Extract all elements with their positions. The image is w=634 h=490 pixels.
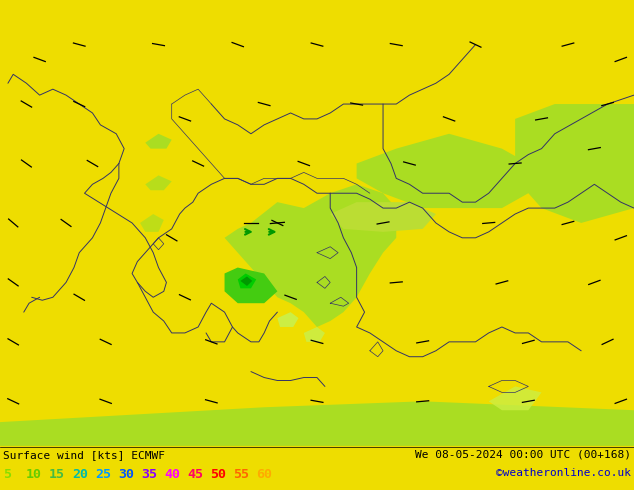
Polygon shape bbox=[0, 401, 634, 446]
Text: 20: 20 bbox=[72, 468, 88, 481]
Text: 5: 5 bbox=[3, 468, 11, 481]
Polygon shape bbox=[515, 104, 634, 223]
Text: 15: 15 bbox=[49, 468, 65, 481]
Polygon shape bbox=[278, 312, 299, 327]
Text: 45: 45 bbox=[187, 468, 203, 481]
Polygon shape bbox=[145, 175, 172, 190]
Polygon shape bbox=[330, 202, 436, 232]
Text: 50: 50 bbox=[210, 468, 226, 481]
Text: 40: 40 bbox=[164, 468, 180, 481]
Text: 10: 10 bbox=[26, 468, 42, 481]
Text: 60: 60 bbox=[256, 468, 272, 481]
Text: We 08-05-2024 00:00 UTC (00+168): We 08-05-2024 00:00 UTC (00+168) bbox=[415, 450, 631, 460]
Text: 25: 25 bbox=[95, 468, 111, 481]
Polygon shape bbox=[224, 184, 396, 327]
Polygon shape bbox=[224, 268, 278, 303]
Text: 55: 55 bbox=[233, 468, 249, 481]
Polygon shape bbox=[489, 387, 541, 410]
Polygon shape bbox=[356, 134, 528, 208]
Polygon shape bbox=[145, 134, 172, 148]
Text: 30: 30 bbox=[118, 468, 134, 481]
Polygon shape bbox=[238, 273, 256, 288]
Text: Surface wind [kts] ECMWF: Surface wind [kts] ECMWF bbox=[3, 450, 165, 460]
Text: ©weatheronline.co.uk: ©weatheronline.co.uk bbox=[496, 468, 631, 478]
Polygon shape bbox=[140, 214, 164, 232]
Polygon shape bbox=[304, 327, 325, 342]
Polygon shape bbox=[240, 276, 252, 286]
Text: 35: 35 bbox=[141, 468, 157, 481]
